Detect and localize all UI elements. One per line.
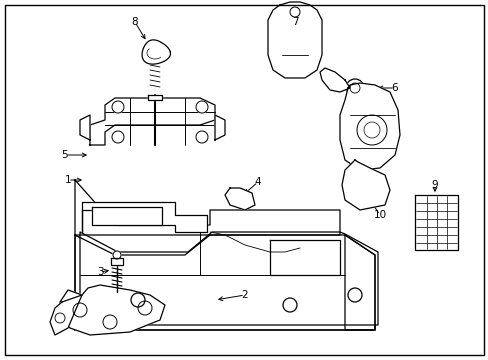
- Circle shape: [349, 83, 359, 93]
- Polygon shape: [50, 295, 82, 335]
- Polygon shape: [82, 202, 206, 232]
- Circle shape: [283, 298, 296, 312]
- Circle shape: [347, 288, 361, 302]
- Text: 4: 4: [254, 177, 261, 187]
- Circle shape: [55, 313, 65, 323]
- Circle shape: [196, 131, 207, 143]
- Polygon shape: [224, 188, 254, 210]
- Circle shape: [112, 101, 124, 113]
- Polygon shape: [80, 115, 90, 140]
- Polygon shape: [345, 235, 374, 330]
- Text: 10: 10: [373, 210, 386, 220]
- Circle shape: [103, 315, 117, 329]
- Text: 6: 6: [391, 83, 398, 93]
- Circle shape: [289, 7, 299, 17]
- Polygon shape: [75, 235, 374, 330]
- Polygon shape: [90, 98, 215, 145]
- Text: 2: 2: [241, 290, 248, 300]
- Polygon shape: [341, 160, 389, 210]
- Polygon shape: [215, 115, 224, 140]
- Circle shape: [356, 115, 386, 145]
- Circle shape: [346, 79, 363, 97]
- Polygon shape: [92, 207, 162, 225]
- Polygon shape: [75, 235, 374, 330]
- Polygon shape: [319, 68, 349, 92]
- Polygon shape: [80, 232, 377, 325]
- Text: 3: 3: [97, 267, 103, 277]
- Circle shape: [73, 303, 87, 317]
- Polygon shape: [269, 240, 339, 275]
- Polygon shape: [267, 2, 321, 78]
- Circle shape: [113, 251, 121, 259]
- Polygon shape: [75, 180, 339, 255]
- Text: 5: 5: [61, 150, 68, 160]
- Text: 1: 1: [64, 175, 71, 185]
- Circle shape: [363, 122, 379, 138]
- Polygon shape: [142, 40, 170, 64]
- Circle shape: [196, 101, 207, 113]
- Text: 7: 7: [291, 17, 298, 27]
- Polygon shape: [111, 258, 123, 265]
- Text: 8: 8: [131, 17, 138, 27]
- Polygon shape: [414, 195, 457, 250]
- Text: 9: 9: [431, 180, 437, 190]
- Circle shape: [138, 301, 152, 315]
- Polygon shape: [148, 95, 162, 100]
- Circle shape: [131, 293, 145, 307]
- Circle shape: [112, 131, 124, 143]
- Polygon shape: [339, 83, 399, 170]
- Polygon shape: [60, 285, 164, 335]
